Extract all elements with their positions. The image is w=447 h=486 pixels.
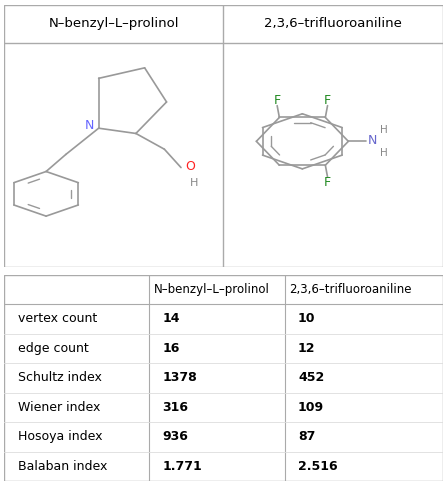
Text: 12: 12 bbox=[298, 342, 316, 355]
Text: F: F bbox=[324, 94, 331, 107]
Text: Schultz index: Schultz index bbox=[17, 371, 101, 384]
Text: O: O bbox=[186, 160, 196, 173]
Text: H: H bbox=[380, 124, 387, 135]
Text: 10: 10 bbox=[298, 312, 316, 325]
Text: 14: 14 bbox=[162, 312, 180, 325]
Text: N: N bbox=[85, 119, 95, 132]
Text: F: F bbox=[274, 94, 281, 107]
Text: 2,3,6–trifluoroaniline: 2,3,6–trifluoroaniline bbox=[289, 283, 412, 296]
Text: 2.516: 2.516 bbox=[298, 460, 337, 473]
Text: 87: 87 bbox=[298, 431, 315, 443]
Text: 2,3,6–trifluoroaniline: 2,3,6–trifluoroaniline bbox=[264, 17, 402, 30]
Text: vertex count: vertex count bbox=[17, 312, 97, 325]
Text: 452: 452 bbox=[298, 371, 324, 384]
Text: 316: 316 bbox=[162, 401, 188, 414]
Text: N: N bbox=[368, 134, 377, 146]
Text: N–benzyl–L–prolinol: N–benzyl–L–prolinol bbox=[49, 17, 179, 30]
Text: 936: 936 bbox=[162, 431, 188, 443]
Text: Balaban index: Balaban index bbox=[17, 460, 107, 473]
Text: edge count: edge count bbox=[17, 342, 89, 355]
Text: Hosoya index: Hosoya index bbox=[17, 431, 102, 443]
Text: 109: 109 bbox=[298, 401, 324, 414]
Text: 1.771: 1.771 bbox=[162, 460, 202, 473]
Text: 16: 16 bbox=[162, 342, 180, 355]
Text: H: H bbox=[380, 148, 387, 158]
Text: F: F bbox=[324, 176, 331, 189]
Text: Wiener index: Wiener index bbox=[17, 401, 100, 414]
Text: H: H bbox=[190, 178, 198, 188]
Text: 1378: 1378 bbox=[162, 371, 197, 384]
Text: N–benzyl–L–prolinol: N–benzyl–L–prolinol bbox=[153, 283, 269, 296]
